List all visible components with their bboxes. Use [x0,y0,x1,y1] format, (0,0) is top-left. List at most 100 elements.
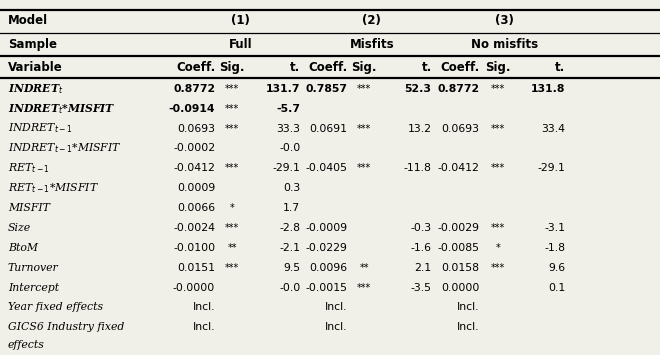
Text: ***: *** [490,84,505,94]
Text: 0.0000: 0.0000 [441,283,479,293]
Text: Incl.: Incl. [457,322,479,332]
Text: MISFIT: MISFIT [8,203,50,213]
Text: ***: *** [490,223,505,233]
Text: RET$_{t-1}$*MISFIT: RET$_{t-1}$*MISFIT [8,181,99,195]
Text: Intercept: Intercept [8,283,59,293]
Text: -0.0000: -0.0000 [173,283,215,293]
Text: 0.7857: 0.7857 [305,84,347,94]
Text: (2): (2) [362,14,381,27]
Text: -29.1: -29.1 [538,163,566,173]
Text: 0.0693: 0.0693 [177,124,215,133]
Text: Incl.: Incl. [457,302,479,312]
Text: ***: *** [225,84,240,94]
Text: -0.0412: -0.0412 [174,163,215,173]
Text: Variable: Variable [8,61,63,74]
Text: ***: *** [357,84,372,94]
Text: -1.6: -1.6 [411,243,432,253]
Text: -11.8: -11.8 [404,163,432,173]
Text: *: * [495,243,500,253]
Text: 13.2: 13.2 [408,124,432,133]
Text: Sig.: Sig. [220,61,245,74]
Text: Coeff.: Coeff. [308,61,347,74]
Text: ***: *** [225,263,240,273]
Text: INDRET$_{t-1}$: INDRET$_{t-1}$ [8,122,73,135]
Text: Coeff.: Coeff. [440,61,479,74]
Text: INDRET$_t$*MISFIT: INDRET$_t$*MISFIT [8,102,115,115]
Text: -0.0024: -0.0024 [173,223,215,233]
Text: ***: *** [357,163,372,173]
Text: 0.0066: 0.0066 [177,203,215,213]
Text: -0.0914: -0.0914 [169,104,215,114]
Text: 0.0151: 0.0151 [177,263,215,273]
Text: effects: effects [8,340,45,350]
Text: -2.8: -2.8 [279,223,300,233]
Text: BtoM: BtoM [8,243,38,253]
Text: Misfits: Misfits [350,38,394,51]
Text: Full: Full [228,38,252,51]
Text: Year fixed effects: Year fixed effects [8,302,103,312]
Text: 1.7: 1.7 [283,203,300,213]
Text: 0.8772: 0.8772 [437,84,479,94]
Text: -0.0002: -0.0002 [173,143,215,153]
Text: -0.0009: -0.0009 [305,223,347,233]
Text: ***: *** [490,263,505,273]
Text: -0.0229: -0.0229 [306,243,347,253]
Text: GICS6 Industry fixed: GICS6 Industry fixed [8,322,124,332]
Text: (3): (3) [496,14,514,27]
Text: Incl.: Incl. [325,322,347,332]
Text: (1): (1) [231,14,249,27]
Text: 33.4: 33.4 [542,124,566,133]
Text: Sig.: Sig. [485,61,510,74]
Text: Coeff.: Coeff. [176,61,215,74]
Text: -0.0085: -0.0085 [437,243,479,253]
Text: Sig.: Sig. [352,61,377,74]
Text: 9.5: 9.5 [283,263,300,273]
Text: No misfits: No misfits [471,38,539,51]
Text: **: ** [228,243,237,253]
Text: -0.0405: -0.0405 [305,163,347,173]
Text: RET$_{t-1}$: RET$_{t-1}$ [8,162,50,175]
Text: 0.0158: 0.0158 [441,263,479,273]
Text: 33.3: 33.3 [277,124,300,133]
Text: 2.1: 2.1 [414,263,432,273]
Text: **: ** [360,263,369,273]
Text: 52.3: 52.3 [405,84,432,94]
Text: -2.1: -2.1 [279,243,300,253]
Text: -0.0412: -0.0412 [438,163,479,173]
Text: Incl.: Incl. [193,302,215,312]
Text: t.: t. [555,61,566,74]
Text: 0.8772: 0.8772 [173,84,215,94]
Text: ***: *** [225,163,240,173]
Text: *: * [230,203,235,213]
Text: 0.0691: 0.0691 [309,124,347,133]
Text: INDRET$_{t-1}$*MISFIT: INDRET$_{t-1}$*MISFIT [8,142,121,155]
Text: -0.0015: -0.0015 [305,283,347,293]
Text: -5.7: -5.7 [277,104,300,114]
Text: t.: t. [290,61,300,74]
Text: -1.8: -1.8 [544,243,566,253]
Text: Sample: Sample [8,38,57,51]
Text: 9.6: 9.6 [548,263,566,273]
Text: 131.8: 131.8 [531,84,566,94]
Text: ***: *** [225,124,240,133]
Text: ***: *** [357,283,372,293]
Text: 0.3: 0.3 [283,183,300,193]
Text: -0.0: -0.0 [279,143,300,153]
Text: Model: Model [8,14,48,27]
Text: Incl.: Incl. [325,302,347,312]
Text: -29.1: -29.1 [273,163,300,173]
Text: ***: *** [357,124,372,133]
Text: ***: *** [225,104,240,114]
Text: Size: Size [8,223,31,233]
Text: ***: *** [490,163,505,173]
Text: t.: t. [421,61,432,74]
Text: 0.0096: 0.0096 [309,263,347,273]
Text: INDRET$_t$: INDRET$_t$ [8,82,63,95]
Text: 0.0009: 0.0009 [177,183,215,193]
Text: -0.0: -0.0 [279,283,300,293]
Text: -0.0029: -0.0029 [437,223,479,233]
Text: Turnover: Turnover [8,263,59,273]
Text: -0.3: -0.3 [411,223,432,233]
Text: Incl.: Incl. [193,322,215,332]
Text: -3.5: -3.5 [411,283,432,293]
